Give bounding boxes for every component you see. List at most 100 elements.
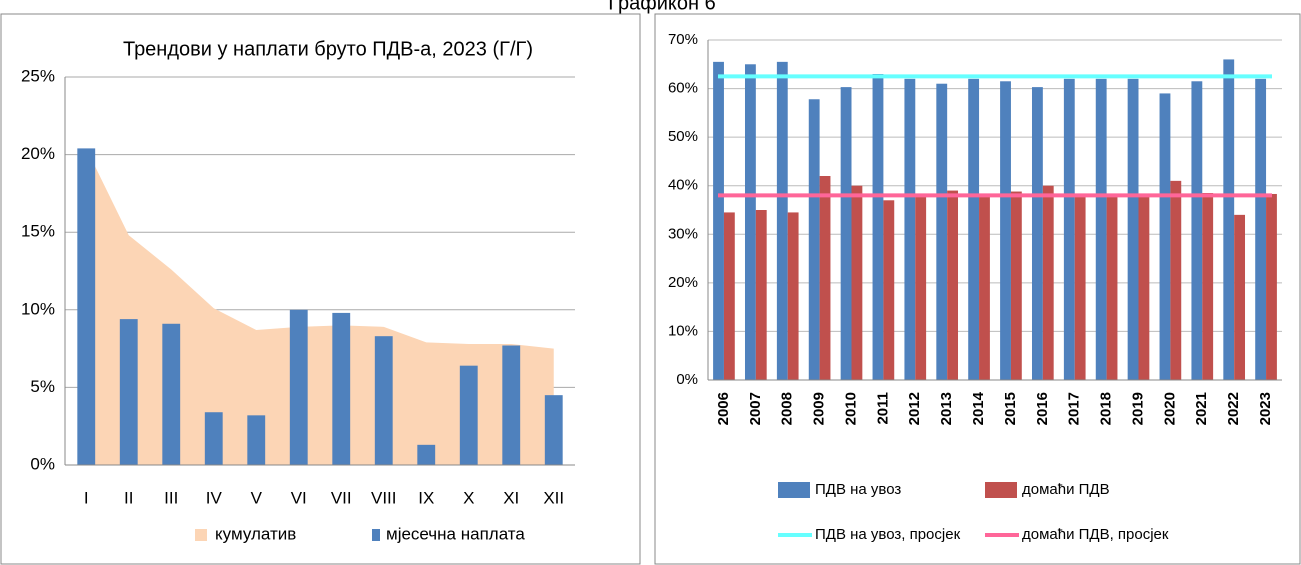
bar bbox=[872, 74, 884, 380]
bar bbox=[1255, 78, 1267, 380]
bar bbox=[1223, 59, 1235, 381]
bar bbox=[459, 365, 478, 465]
bar bbox=[915, 195, 927, 380]
bar bbox=[968, 78, 980, 380]
bar bbox=[1202, 193, 1214, 380]
y-tick-label: 0% bbox=[676, 371, 698, 388]
bar bbox=[1010, 191, 1022, 380]
x-tick-label: II bbox=[124, 488, 133, 507]
bar bbox=[119, 319, 138, 465]
x-tick-label: III bbox=[164, 488, 178, 507]
legend-label: ПДВ на увоз bbox=[815, 481, 901, 498]
bar bbox=[1266, 193, 1277, 380]
legend-swatch bbox=[195, 529, 207, 541]
y-tick-label: 0% bbox=[30, 454, 55, 473]
bar bbox=[247, 415, 266, 465]
legend-label: ПДВ на увоз, просјек bbox=[815, 526, 961, 543]
y-tick-label: 25% bbox=[21, 66, 55, 85]
x-tick-label: 2011 bbox=[874, 392, 891, 425]
x-tick-label: V bbox=[251, 488, 263, 507]
x-tick-label: 2020 bbox=[1161, 392, 1178, 425]
legend-swatch bbox=[778, 482, 810, 498]
legend-label: мјесечна наплата bbox=[386, 524, 525, 543]
bar bbox=[1138, 195, 1150, 380]
x-tick-label: VI bbox=[291, 488, 307, 507]
bar bbox=[755, 210, 767, 380]
x-tick-label: I bbox=[84, 488, 89, 507]
x-tick-label: 2008 bbox=[779, 392, 796, 425]
x-tick-label: XII bbox=[543, 488, 564, 507]
x-tick-label: 2007 bbox=[747, 392, 764, 425]
x-tick-label: 2006 bbox=[715, 392, 732, 425]
bar bbox=[77, 148, 96, 465]
bar bbox=[1031, 87, 1043, 380]
bar bbox=[979, 195, 990, 380]
bar bbox=[1063, 78, 1075, 380]
bar bbox=[723, 212, 735, 380]
x-tick-label: 2014 bbox=[970, 391, 987, 425]
y-tick-label: 20% bbox=[668, 274, 698, 291]
legend-label: домаћи ПДВ, просјек bbox=[1022, 526, 1169, 543]
x-tick-label: IX bbox=[418, 488, 434, 507]
x-tick-label: VII bbox=[331, 488, 352, 507]
y-tick-label: 30% bbox=[668, 225, 698, 242]
bar bbox=[851, 185, 863, 380]
bar bbox=[1234, 214, 1246, 380]
bar bbox=[947, 190, 959, 380]
x-tick-label: 2012 bbox=[906, 392, 923, 425]
bar bbox=[502, 345, 521, 465]
bar bbox=[1042, 185, 1054, 380]
y-tick-label: 10% bbox=[21, 299, 55, 318]
x-tick-label: 2016 bbox=[1034, 392, 1051, 425]
x-tick-label: VIII bbox=[371, 488, 397, 507]
legend-swatch bbox=[985, 482, 1017, 498]
x-tick-label: IV bbox=[206, 488, 223, 507]
x-tick-label: 2019 bbox=[1129, 392, 1146, 425]
bar bbox=[1127, 78, 1139, 380]
bar bbox=[1095, 78, 1107, 380]
bar bbox=[289, 309, 308, 465]
x-tick-label: 2015 bbox=[1002, 392, 1019, 425]
y-tick-label: 70% bbox=[668, 31, 698, 48]
bar bbox=[883, 200, 895, 380]
bar bbox=[1159, 93, 1171, 380]
x-tick-label: 2013 bbox=[938, 392, 955, 425]
x-tick-label: 2022 bbox=[1225, 392, 1242, 425]
bar bbox=[204, 412, 223, 465]
bar bbox=[332, 312, 351, 465]
y-tick-label: 20% bbox=[21, 144, 55, 163]
bar bbox=[713, 61, 724, 380]
bar bbox=[162, 323, 181, 465]
legend-label: домаћи ПДВ bbox=[1022, 481, 1110, 498]
bar bbox=[819, 176, 831, 380]
bar bbox=[1170, 180, 1182, 380]
bar bbox=[936, 83, 948, 380]
bar bbox=[744, 64, 756, 381]
x-tick-label: 2010 bbox=[842, 392, 859, 425]
y-tick-label: 10% bbox=[668, 322, 698, 339]
bar bbox=[1000, 81, 1011, 381]
legend-swatch bbox=[372, 529, 380, 541]
y-tick-label: 50% bbox=[668, 128, 698, 145]
x-tick-label: 2009 bbox=[811, 392, 828, 425]
caption: Графикон 6 bbox=[608, 0, 715, 14]
y-tick-label: 60% bbox=[668, 80, 698, 97]
bar bbox=[1106, 195, 1118, 380]
x-tick-label: 2017 bbox=[1066, 392, 1083, 425]
bar bbox=[1074, 195, 1086, 380]
bar bbox=[544, 395, 563, 465]
area bbox=[86, 148, 554, 465]
y-tick-label: 5% bbox=[30, 377, 55, 396]
x-tick-label: 2023 bbox=[1257, 392, 1274, 425]
legend-label: кумулатив bbox=[215, 524, 296, 543]
chart-title: Трендови у наплати бруто ПДВ-а, 2023 (Г/… bbox=[123, 38, 533, 60]
bar bbox=[904, 78, 916, 380]
bar bbox=[808, 99, 820, 380]
bar bbox=[787, 212, 799, 380]
bar bbox=[1191, 81, 1203, 381]
y-tick-label: 40% bbox=[668, 177, 698, 194]
x-tick-label: 2021 bbox=[1193, 392, 1210, 425]
y-tick-label: 15% bbox=[21, 222, 55, 241]
bar bbox=[776, 61, 788, 380]
